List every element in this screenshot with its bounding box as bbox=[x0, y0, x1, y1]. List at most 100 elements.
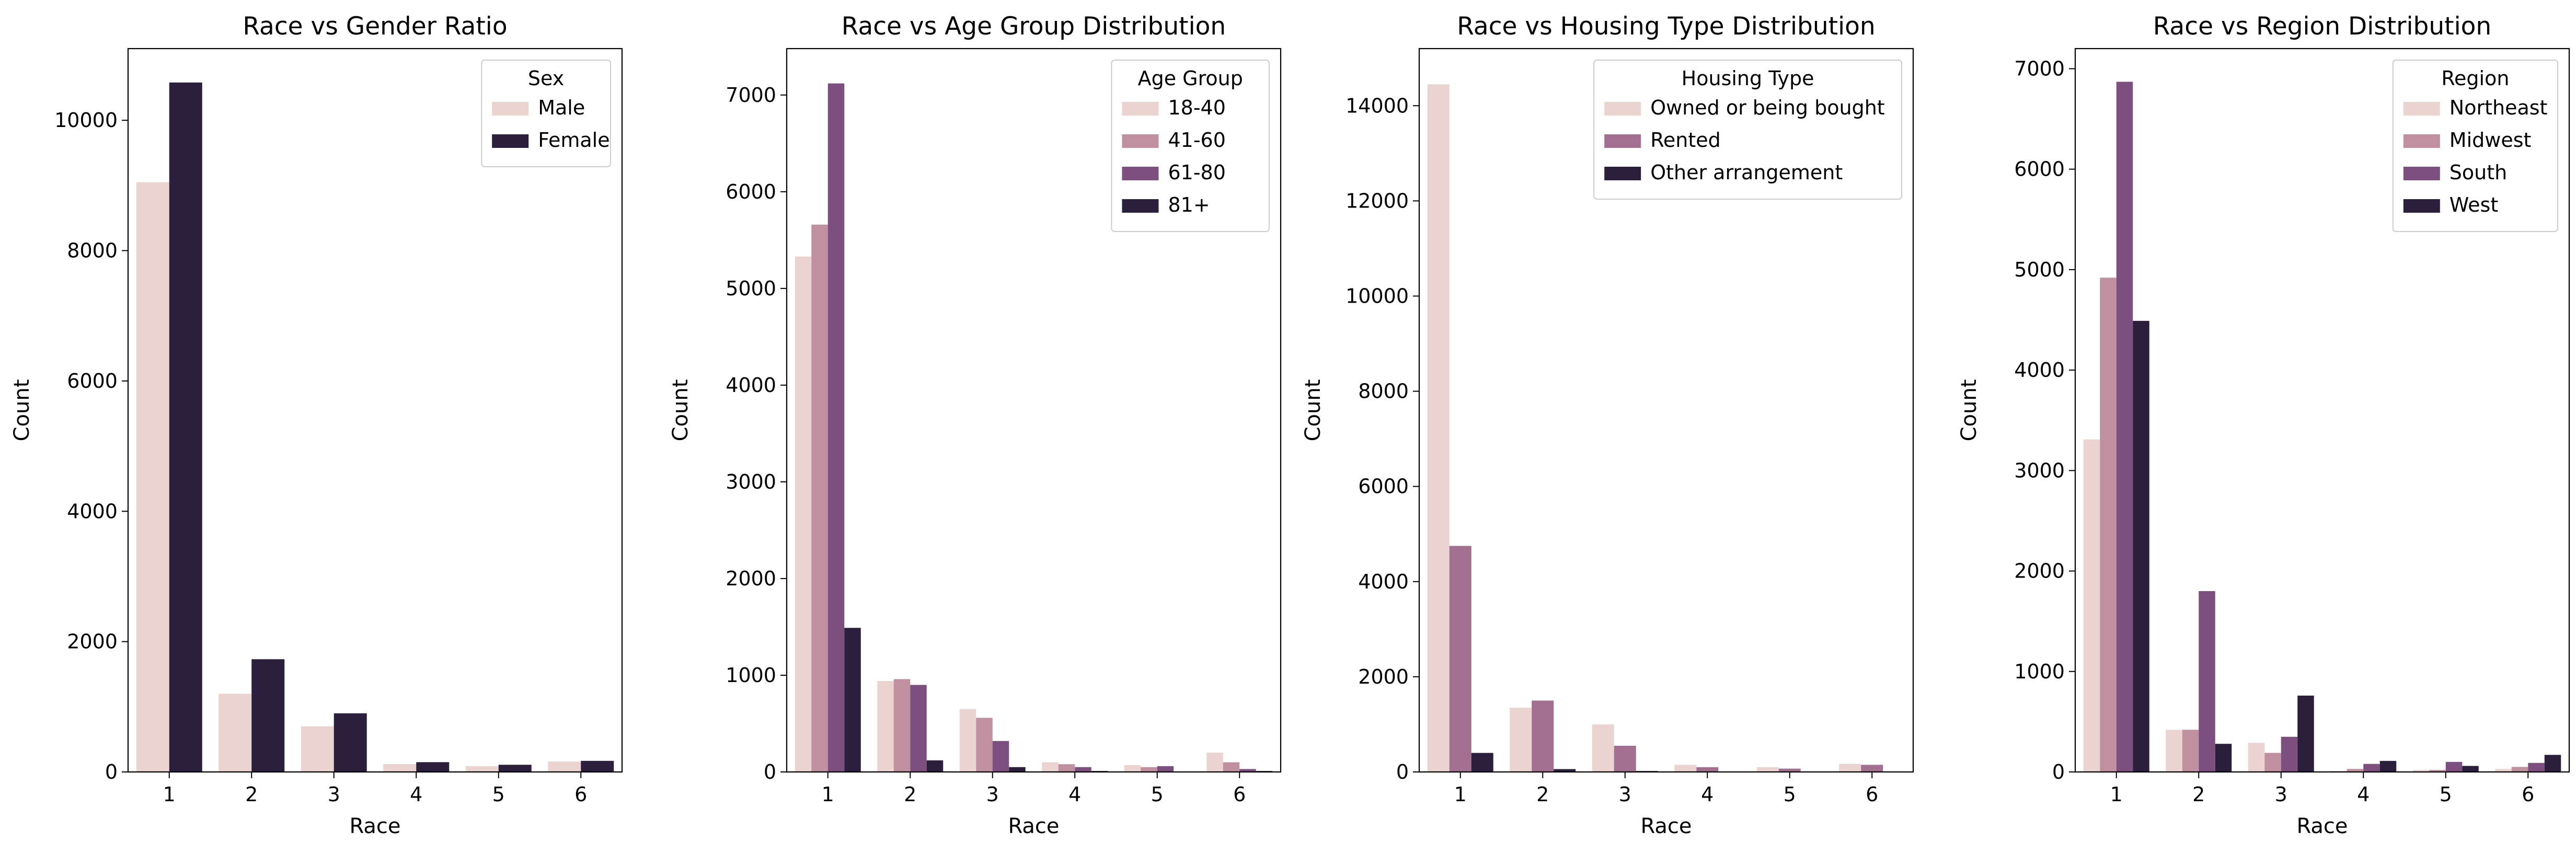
y-axis-label: Count bbox=[669, 379, 693, 442]
x-axis-label: Race bbox=[2296, 814, 2348, 838]
x-tick-label: 5 bbox=[1151, 783, 1164, 806]
y-tick-label: 6000 bbox=[1358, 475, 1409, 498]
bar-male-race-1 bbox=[136, 182, 169, 772]
x-axis-label: Race bbox=[1640, 814, 1692, 838]
x-tick-label: 4 bbox=[1701, 783, 1714, 806]
bar-midwest-race-4 bbox=[2347, 769, 2364, 772]
legend-entry-label: Rented bbox=[1650, 129, 1721, 152]
legend-title: Region bbox=[2441, 67, 2509, 90]
bar-41-60-race-2 bbox=[893, 679, 911, 772]
y-tick-label: 0 bbox=[1396, 760, 1409, 783]
bar-male-race-4 bbox=[383, 764, 417, 772]
legend-swatch bbox=[492, 134, 529, 148]
bar-south-race-2 bbox=[2199, 591, 2215, 772]
y-tick-label: 3000 bbox=[726, 470, 776, 493]
legend-title: Sex bbox=[528, 67, 564, 90]
x-tick-label: 6 bbox=[1866, 783, 1878, 806]
y-tick-label: 2000 bbox=[67, 630, 118, 653]
chart-title: Race vs Housing Type Distribution bbox=[1457, 12, 1875, 41]
y-tick-label: 5000 bbox=[726, 277, 776, 300]
bar-other-arrangement-race-2 bbox=[1554, 769, 1576, 772]
plot-frame bbox=[127, 48, 623, 773]
x-tick-label: 2 bbox=[245, 783, 258, 806]
legend-entry-label: Owned or being bought bbox=[1650, 96, 1885, 119]
chart-title: Race vs Gender Ratio bbox=[243, 12, 507, 41]
bar-west-race-1 bbox=[2133, 320, 2149, 772]
bar-south-race-3 bbox=[2281, 736, 2298, 772]
legend-entry-label: 61-80 bbox=[1168, 161, 1225, 184]
bar-south-race-6 bbox=[2528, 763, 2545, 772]
y-tick-label: 2000 bbox=[2014, 560, 2065, 583]
legend-box bbox=[1593, 60, 1902, 200]
legend-title: Age Group bbox=[1138, 67, 1243, 90]
legend-entry-label: 18-40 bbox=[1168, 96, 1225, 119]
legend-swatch bbox=[2403, 102, 2440, 116]
x-tick-label: 2 bbox=[2192, 783, 2205, 806]
bar-midwest-race-2 bbox=[2182, 730, 2199, 772]
y-tick-label: 7000 bbox=[2014, 57, 2065, 80]
y-tick-label: 8000 bbox=[1358, 380, 1409, 403]
legend-swatch bbox=[2403, 167, 2440, 180]
bar-female-race-1 bbox=[169, 82, 202, 772]
x-axis-label: Race bbox=[349, 814, 400, 838]
bar-female-race-5 bbox=[498, 765, 532, 772]
bar-northeast-race-3 bbox=[2248, 743, 2265, 772]
bar-61-80-race-3 bbox=[992, 741, 1009, 772]
y-tick-label: 4000 bbox=[726, 374, 776, 397]
bar-male-race-5 bbox=[465, 766, 499, 772]
y-tick-label: 1000 bbox=[2014, 660, 2065, 683]
legend-entry-label: Female bbox=[538, 129, 610, 152]
bar-18-40-race-5 bbox=[1124, 765, 1141, 772]
y-tick-label: 0 bbox=[105, 760, 118, 783]
y-tick-label: 6000 bbox=[726, 180, 776, 203]
x-tick-label: 6 bbox=[1233, 783, 1246, 806]
y-tick-label: 5000 bbox=[2014, 258, 2065, 281]
bar-west-race-6 bbox=[2544, 755, 2561, 772]
bar-other-arrangement-race-1 bbox=[1471, 753, 1493, 772]
bar-midwest-race-5 bbox=[2429, 770, 2446, 772]
x-tick-label: 5 bbox=[492, 783, 505, 806]
bar-female-race-3 bbox=[334, 713, 367, 772]
y-tick-label: 6000 bbox=[67, 370, 118, 393]
x-tick-label: 3 bbox=[1619, 783, 1631, 806]
bar-41-60-race-1 bbox=[811, 224, 828, 772]
legend-entry-label: South bbox=[2450, 161, 2507, 184]
bar-41-60-race-3 bbox=[976, 718, 993, 772]
bar-south-race-1 bbox=[2116, 82, 2133, 772]
bar-18-40-race-3 bbox=[959, 709, 976, 772]
bar-61-80-race-5 bbox=[1157, 766, 1174, 772]
y-axis-label: Count bbox=[1957, 379, 1981, 442]
bar-south-race-4 bbox=[2363, 764, 2380, 772]
bar-41-60-race-4 bbox=[1058, 764, 1075, 772]
bar-18-40-race-6 bbox=[1206, 752, 1223, 772]
bar-midwest-race-3 bbox=[2264, 753, 2281, 772]
y-tick-label: 0 bbox=[764, 760, 776, 783]
plot-frame bbox=[2074, 48, 2570, 773]
legend-swatch bbox=[1122, 167, 1159, 180]
bar-northeast-race-2 bbox=[2166, 730, 2182, 772]
y-tick-label: 10000 bbox=[1346, 284, 1409, 307]
bar-81--race-1 bbox=[844, 628, 861, 772]
x-tick-label: 1 bbox=[2110, 783, 2123, 806]
bar-rented-race-5 bbox=[1778, 768, 1801, 772]
plot-frame bbox=[1418, 48, 1914, 773]
bar-rented-race-6 bbox=[1861, 765, 1883, 772]
bar-northeast-race-1 bbox=[2083, 439, 2100, 772]
bar-61-80-race-1 bbox=[827, 83, 845, 772]
bar-male-race-2 bbox=[218, 694, 252, 772]
x-tick-label: 4 bbox=[2357, 783, 2370, 806]
bar-owned-or-being-bought-race-3 bbox=[1592, 724, 1614, 772]
x-tick-label: 2 bbox=[1536, 783, 1549, 806]
chart-panel-3: 0 2000 4000 6000 8000 10000 12000 14000 1 2 3 4 5 6 Ra… bbox=[1301, 12, 1914, 838]
bar-18-40-race-1 bbox=[795, 256, 812, 772]
legend-entry-label: 81+ bbox=[1168, 193, 1210, 216]
legend-entry-label: Other arrangement bbox=[1650, 161, 1843, 184]
legend-title: Housing Type bbox=[1682, 67, 1814, 90]
bar-female-race-2 bbox=[251, 659, 285, 772]
bar-male-race-3 bbox=[301, 726, 334, 772]
bar-male-race-6 bbox=[548, 761, 581, 772]
bar-owned-or-being-bought-race-5 bbox=[1756, 767, 1779, 772]
x-tick-label: 1 bbox=[1454, 783, 1467, 806]
y-tick-label: 0 bbox=[2052, 760, 2065, 783]
x-tick-label: 5 bbox=[1784, 783, 1796, 806]
